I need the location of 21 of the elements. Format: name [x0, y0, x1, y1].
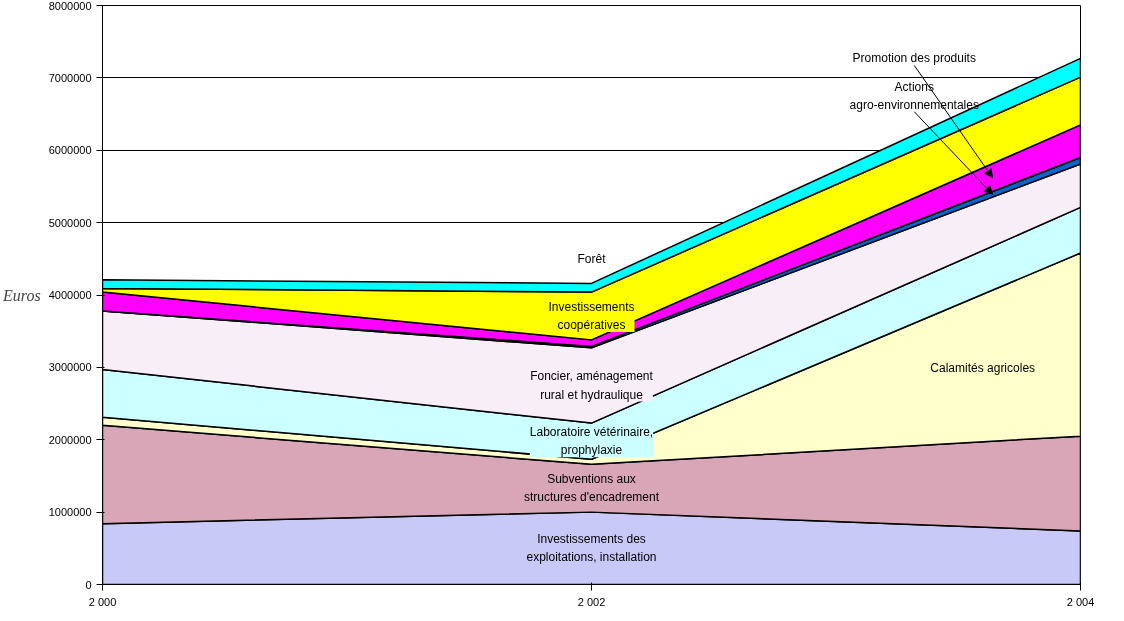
y-tick-label: 1000000 — [48, 506, 92, 519]
series-label: Calamités agricoles — [930, 361, 1036, 376]
y-tick-label: 4000000 — [48, 289, 92, 301]
series-label: Investissements des exploitations, installation — [526, 532, 657, 565]
x-tick-label: 2 000 — [88, 595, 117, 608]
text: Promotion des produits — [852, 51, 976, 66]
series-label: Foncier, aménagement rural et hydraulique — [530, 369, 654, 402]
y-tick-label: 5000000 — [48, 216, 92, 229]
y-tick-label: 3000000 — [48, 361, 92, 374]
y-tick-label: 0 — [85, 578, 92, 591]
series-label: Forêt — [577, 252, 607, 267]
x-tick-label: 2 002 — [577, 595, 606, 608]
x-tick-label: 2 004 — [1066, 595, 1095, 608]
series-label: Laboratoire vétérinaire, prophylaxie — [529, 425, 654, 458]
y-axis-title: Euros — [2, 286, 41, 304]
y-tick-label: 6000000 — [48, 144, 92, 157]
y-tick-label: 2000000 — [48, 433, 92, 446]
series-label: Subventions aux structures d'encadrement — [523, 472, 660, 505]
y-tick-label: 7000000 — [48, 71, 92, 84]
series-label: Investissements coopératives — [548, 299, 635, 333]
y-tick-label: 8000000 — [48, 0, 92, 12]
